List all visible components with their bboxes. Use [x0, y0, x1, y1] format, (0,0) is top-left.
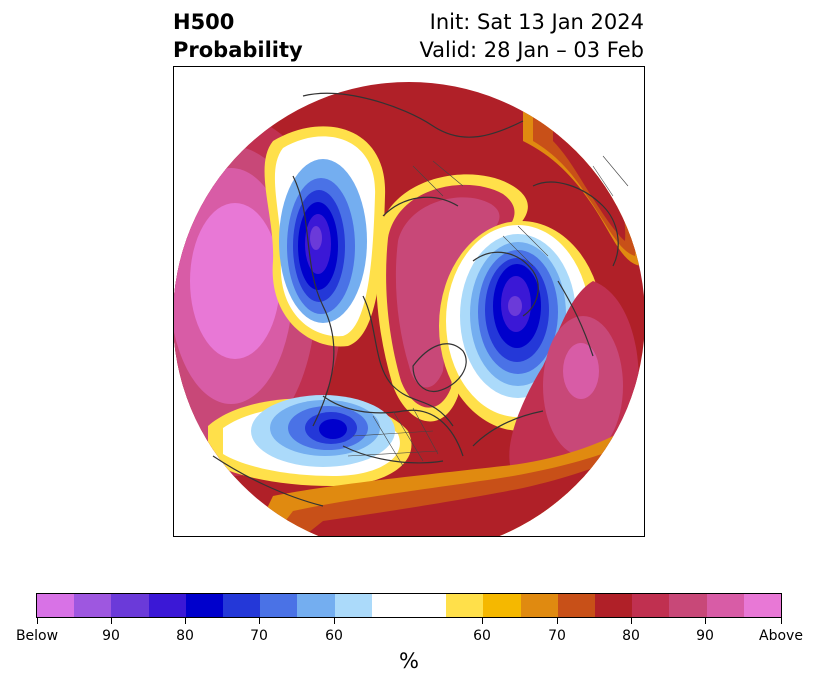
title-metric: Probability — [173, 38, 303, 62]
colorbar-tick-mark — [482, 618, 483, 624]
title-variable: H500 — [173, 10, 235, 34]
colorbar-tick-label: 80 — [176, 628, 194, 644]
anomaly-north-atlantic — [509, 281, 639, 489]
title-right: Init: Sat 13 Jan 2024 Valid: 28 Jan – 03… — [419, 8, 644, 64]
colorbar-segment — [557, 594, 596, 617]
colorbar-segment — [371, 594, 447, 617]
colorbar-tick-label: Above — [759, 628, 803, 644]
colorbar-tick-label: 80 — [622, 628, 640, 644]
colorbar-segment — [595, 594, 633, 617]
colorbar-segment — [297, 594, 335, 617]
colorbar-tick-label: 70 — [548, 628, 566, 644]
colorbar-segment — [669, 594, 707, 617]
colorbar-tick-mark — [334, 618, 335, 624]
colorbar — [36, 593, 782, 618]
colorbar-tick-label: 60 — [325, 628, 343, 644]
colorbar-segment — [260, 594, 298, 617]
colorbar-tick-mark — [557, 618, 558, 624]
colorbar-tick-mark — [705, 618, 706, 624]
colorbar-tick-label: 90 — [696, 628, 714, 644]
probability-field — [173, 82, 645, 537]
colorbar-segment — [334, 594, 372, 617]
colorbar-segment — [706, 594, 744, 617]
coastlines — [212, 92, 619, 507]
colorbar-segment — [632, 594, 670, 617]
colorbar-segment — [743, 594, 782, 617]
colorbar-tick-mark — [259, 618, 260, 624]
colorbar-units: % — [399, 649, 419, 673]
colorbar-tick-label: 60 — [473, 628, 491, 644]
valid-range: Valid: 28 Jan – 03 Feb — [419, 38, 644, 62]
init-date: Init: Sat 13 Jan 2024 — [429, 10, 644, 34]
colorbar-tick-label: Below — [15, 628, 59, 644]
map-frame — [173, 66, 645, 537]
colorbar-tick-mark — [781, 618, 782, 624]
anomaly-north-america — [208, 395, 412, 486]
colorbar-segment — [185, 594, 224, 617]
colorbar-tick-mark — [631, 618, 632, 624]
colorbar-segment — [483, 594, 521, 617]
colorbar-tick-mark — [185, 618, 186, 624]
colorbar-segment — [111, 594, 149, 617]
country-borders — [347, 155, 629, 467]
title-left: H500 Probability — [173, 8, 303, 64]
colorbar-tick-label: 70 — [250, 628, 268, 644]
colorbar-segment — [223, 594, 261, 617]
colorbar-tick-mark — [111, 618, 112, 624]
colorbar-segment — [37, 594, 75, 617]
colorbar-segment — [74, 594, 112, 617]
colorbar-tick-mark — [37, 618, 38, 624]
colorbar-tick-label: 90 — [102, 628, 120, 644]
colorbar-segment — [520, 594, 558, 617]
probability-map — [173, 66, 645, 537]
anomaly-eastern-siberia — [523, 96, 644, 266]
colorbar-segment — [148, 594, 186, 617]
colorbar-segment — [446, 594, 484, 617]
